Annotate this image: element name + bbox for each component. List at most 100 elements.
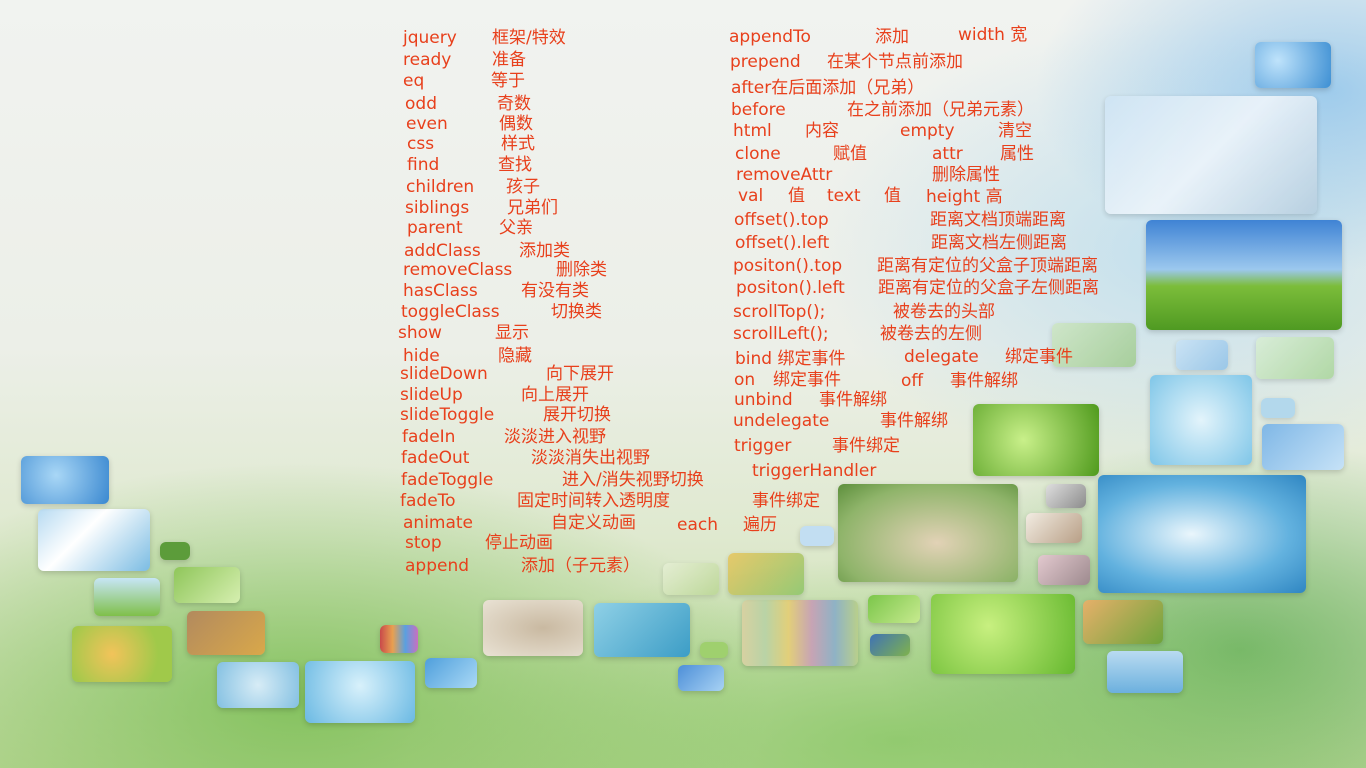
term-fadeIn: fadeIn: [402, 427, 456, 447]
desc-ready: 准备: [492, 50, 526, 70]
photo-tile: [1098, 475, 1306, 593]
term-odd: odd: [405, 94, 437, 114]
fadeTo-event-label: 事件绑定: [752, 491, 820, 511]
desc-text: 值: [884, 186, 901, 206]
desc-slideUp: 向上展开: [521, 385, 589, 405]
term-offset-left: offset().left: [735, 233, 830, 253]
desc-children: 孩子: [506, 177, 540, 197]
term-html: html: [733, 121, 772, 141]
desc-fadeToggle: 进入/消失视野切换: [562, 470, 704, 490]
photo-tile: [72, 626, 172, 682]
desc-eq: 等于: [491, 71, 525, 91]
desc-show: 显示: [495, 323, 529, 343]
desc-append: 添加（子元素）: [521, 556, 640, 576]
term-delegate: delegate: [904, 347, 979, 367]
desc-parent: 父亲: [499, 218, 533, 238]
term-each: each: [677, 515, 718, 535]
desc-animate: 自定义动画: [551, 513, 636, 533]
term-even: even: [406, 114, 448, 134]
term-off: off: [901, 371, 924, 391]
photo-tile: [187, 611, 265, 655]
desc-positon-top: 距离有定位的父盒子顶端距离: [877, 256, 1098, 276]
term-width: width 宽: [958, 25, 1028, 45]
term-parent: parent: [407, 218, 463, 238]
photo-tile: [870, 634, 910, 656]
desc-addClass: 添加类: [519, 241, 570, 261]
term-offset-top: offset().top: [734, 210, 829, 230]
term-trigger: trigger: [734, 436, 792, 456]
term-ready: ready: [403, 50, 452, 70]
term-find: find: [407, 155, 440, 175]
photo-tile: [21, 456, 109, 504]
desc-find: 查找: [498, 155, 532, 175]
desc-fadeTo: 固定时间转入透明度: [517, 491, 670, 511]
term-slideUp: slideUp: [400, 385, 463, 405]
photo-tile: [1107, 651, 1183, 693]
term-undelegate: undelegate: [733, 411, 830, 431]
term-on: on: [734, 370, 756, 390]
photo-tile: [380, 625, 418, 653]
photo-tile: [305, 661, 415, 723]
photo-tile: [425, 658, 477, 688]
desc-positon-left: 距离有定位的父盒子左侧距离: [878, 278, 1099, 298]
term-slideToggle: slideToggle: [400, 405, 495, 425]
photo-tile: [868, 595, 920, 623]
photo-tile: [94, 578, 160, 616]
photo-tile: [594, 603, 690, 657]
photo-tile: [1261, 398, 1295, 418]
term-css: css: [407, 134, 435, 154]
desc-css: 样式: [501, 134, 535, 154]
desc-html: 内容: [805, 121, 839, 141]
term-hasClass: hasClass: [403, 281, 478, 301]
photo-tile: [838, 484, 1018, 582]
desc-siblings: 兄弟们: [507, 198, 558, 218]
photo-tile: [1256, 337, 1334, 379]
photo-tile: [973, 404, 1099, 476]
photo-tile: [663, 563, 719, 595]
desc-scrollTop: 被卷去的头部: [893, 302, 995, 322]
desc-stop: 停止动画: [485, 533, 553, 553]
desc-odd: 奇数: [497, 94, 531, 114]
term-unbind: unbind: [734, 390, 793, 410]
photo-tile: [217, 662, 299, 708]
desc-on: 绑定事件: [773, 370, 841, 390]
term-fadeOut: fadeOut: [401, 448, 470, 468]
desc-prepend: 在某个节点前添加: [827, 52, 963, 72]
photo-tile: [800, 526, 834, 546]
photo-tile: [38, 509, 150, 571]
term-after: after在后面添加（兄弟）: [731, 78, 925, 98]
desc-each: 遍历: [743, 515, 777, 535]
term-scrollLeft: scrollLeft();: [733, 324, 829, 344]
desc-scrollLeft: 被卷去的左侧: [880, 324, 982, 344]
desc-removeAttr: 删除属性: [932, 165, 1000, 185]
photo-tile: [1052, 323, 1136, 367]
desc-empty: 清空: [998, 121, 1032, 141]
term-removeAttr: removeAttr: [736, 165, 833, 185]
term-scrollTop: scrollTop();: [733, 302, 826, 322]
desc-jquery: 框架/特效: [492, 28, 566, 48]
desc-slideDown: 向下展开: [546, 364, 614, 384]
desc-appendTo: 添加: [875, 27, 909, 47]
term-hide: hide: [403, 346, 440, 366]
term-triggerHandler: triggerHandler: [752, 461, 877, 481]
term-stop: stop: [405, 533, 442, 553]
term-siblings: siblings: [405, 198, 470, 218]
desc-off: 事件解绑: [950, 371, 1018, 391]
desc-unbind: 事件解绑: [819, 390, 887, 410]
photo-tile: [1150, 375, 1252, 465]
desc-even: 偶数: [499, 114, 533, 134]
photo-tile: [678, 665, 724, 691]
desc-undelegate: 事件解绑: [880, 411, 948, 431]
desc-before: 在之前添加（兄弟元素）: [847, 100, 1034, 120]
term-children: children: [406, 177, 475, 197]
desc-fadeIn: 淡淡进入视野: [504, 427, 606, 447]
term-attr: attr: [932, 144, 963, 164]
photo-tile: [1083, 600, 1163, 644]
term-append: append: [405, 556, 470, 576]
desc-val: 值: [788, 186, 805, 206]
term-slideDown: slideDown: [400, 364, 488, 384]
desc-offset-top: 距离文档顶端距离: [930, 210, 1066, 230]
photo-tile: [1038, 555, 1090, 585]
desc-trigger: 事件绑定: [832, 436, 900, 456]
photo-tile: [1176, 340, 1228, 370]
